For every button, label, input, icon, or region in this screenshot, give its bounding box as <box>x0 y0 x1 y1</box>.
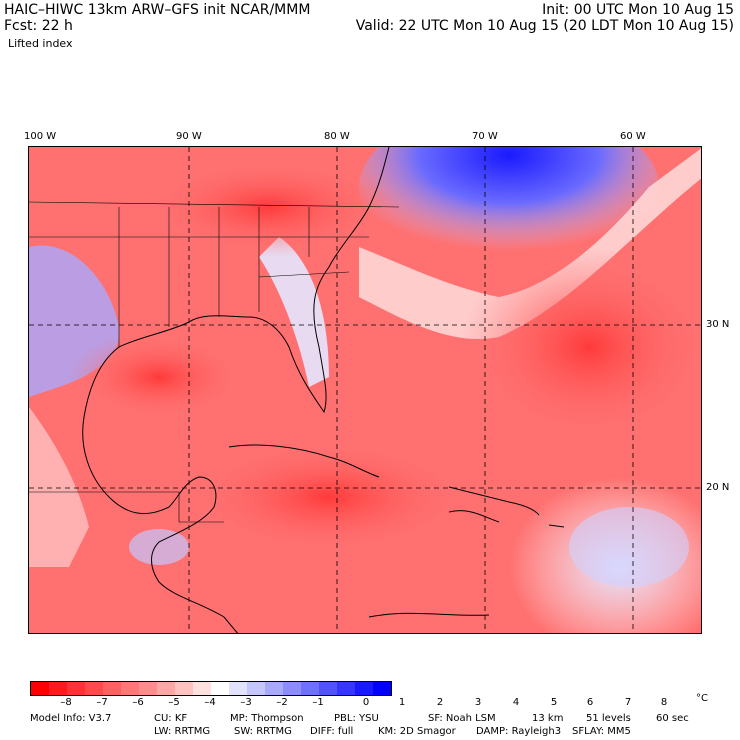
colorbar-label: 1 <box>398 697 406 708</box>
colorbar-swatch <box>265 682 283 695</box>
colorbar-label: –1 <box>312 697 324 708</box>
model-info-item: 51 levels <box>586 713 631 724</box>
colorbar-label: –8 <box>60 697 72 708</box>
colorbar-swatch <box>49 682 67 695</box>
colorbar-swatch <box>211 682 229 695</box>
model-info-item: DIFF: full <box>310 726 354 737</box>
colorbar-swatch <box>247 682 265 695</box>
model-info-item: DAMP: Rayleigh3 <box>476 726 562 737</box>
lat-label-20n: 20 N <box>706 482 730 493</box>
model-info-item: SW: RRTMG <box>234 726 292 737</box>
field-name: Lifted index <box>8 37 73 50</box>
colorbar-swatch <box>355 682 373 695</box>
model-info-item: MP: Thompson <box>230 713 304 724</box>
model-info-item: SF: Noah LSM <box>428 713 496 724</box>
model-info-item: 13 km <box>532 713 564 724</box>
colorbar-label: –3 <box>240 697 252 708</box>
colorbar-label: 4 <box>512 697 520 708</box>
colorbar-label: –4 <box>204 697 216 708</box>
valid-time: Valid: 22 UTC Mon 10 Aug 15 (20 LDT Mon … <box>355 18 734 34</box>
political-borders <box>29 201 400 523</box>
colorbar-label: 6 <box>586 697 594 708</box>
colorbar-swatch <box>139 682 157 695</box>
model-info-item: SFLAY: MM5 <box>572 726 631 737</box>
lifted-index-map <box>28 146 702 634</box>
model-info-item: Model Info: V3.7 <box>30 713 112 724</box>
model-title: HAIC–HIWC 13km ARW–GFS init NCAR/MMM <box>4 2 311 18</box>
colorbar-label: 2 <box>436 697 444 708</box>
colorbar-swatch <box>103 682 121 695</box>
colorbar-label: 3 <box>474 697 482 708</box>
init-time: Init: 00 UTC Mon 10 Aug 15 <box>542 2 734 18</box>
colorbar-swatch <box>283 682 301 695</box>
colorbar-swatch <box>337 682 355 695</box>
field-atlantic-core <box>459 247 701 447</box>
model-info-item: CU: KF <box>154 713 188 724</box>
field-northeast-stable <box>359 147 659 267</box>
colorbar-label: 5 <box>550 697 558 708</box>
model-info-item: KM: 2D Smagor <box>378 726 456 737</box>
colorbar-swatch <box>193 682 211 695</box>
coastlines <box>82 147 565 633</box>
colorbar-swatch <box>121 682 139 695</box>
colorbar-swatch <box>175 682 193 695</box>
lon-label-100w: 100 W <box>24 131 57 142</box>
lon-label-90w: 90 W <box>176 131 202 142</box>
colorbar-label: –5 <box>168 697 180 708</box>
map-field-svg <box>29 147 701 633</box>
lat-lon-grid <box>29 147 701 633</box>
lon-label-70w: 70 W <box>472 131 498 142</box>
colorbar-swatch <box>157 682 175 695</box>
colorbar-swatch <box>301 682 319 695</box>
field-florida-stable <box>259 237 329 387</box>
model-info-item: LW: RRTMG <box>154 726 211 737</box>
field-gulf-core <box>69 332 249 422</box>
colorbar-label: –6 <box>132 697 144 708</box>
colorbar-swatch <box>85 682 103 695</box>
forecast-hour: Fcst: 22 h <box>4 18 73 34</box>
colorbar-label: –2 <box>276 697 288 708</box>
colorbar-label: –7 <box>96 697 108 708</box>
model-info-item: PBL: YSU <box>334 713 379 724</box>
colorbar-swatch <box>229 682 247 695</box>
field-mexico-pale <box>29 407 89 567</box>
colorbar-label: 0 <box>362 697 370 708</box>
lon-label-80w: 80 W <box>324 131 350 142</box>
colorbar-swatch <box>373 682 391 695</box>
field-southeast-blue <box>569 507 689 587</box>
colorbar <box>30 681 392 696</box>
field-northern-core <box>139 157 399 257</box>
colorbar-swatch <box>67 682 85 695</box>
lat-label-30n: 30 N <box>706 319 730 330</box>
field-atlantic-band <box>359 148 701 339</box>
colorbar-swatch <box>31 682 49 695</box>
colorbar-swatch <box>319 682 337 695</box>
lon-label-60w: 60 W <box>620 131 646 142</box>
field-caribbean-core <box>179 437 479 557</box>
colorbar-label: 8 <box>660 697 668 708</box>
colorbar-unit: °C <box>696 693 708 704</box>
colorbar-label: 7 <box>624 697 632 708</box>
model-info-item: 60 sec <box>656 713 689 724</box>
field-central-america-blue <box>129 529 189 565</box>
